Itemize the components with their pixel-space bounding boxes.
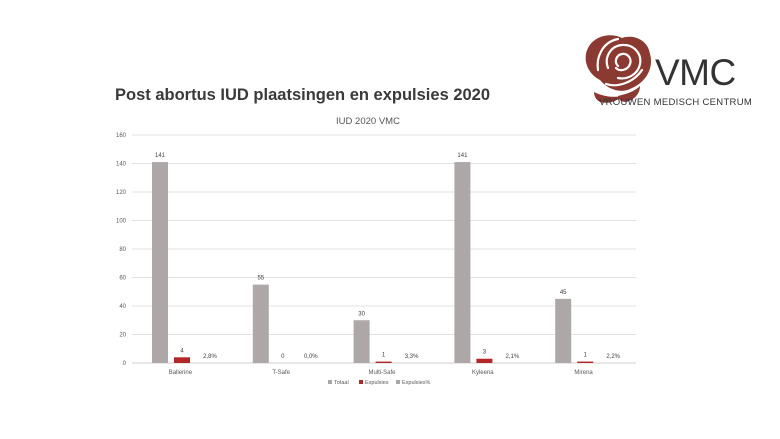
y-tick-label: 0 <box>123 361 127 367</box>
legend-label: Expulsies <box>365 380 389 386</box>
legend-label: Totaal <box>334 380 349 386</box>
bar-totaal-multi-safe <box>353 320 370 363</box>
data-label: 2,8% <box>203 354 217 360</box>
data-label: 3,3% <box>405 354 419 360</box>
chart-title: IUD 2020 VMC <box>336 116 400 127</box>
y-tick-label: 20 <box>119 333 126 339</box>
logo-subtitle: VROUWEN MEDISCH CENTRUM <box>599 97 753 108</box>
data-label: 3 <box>483 350 487 356</box>
legend-swatch <box>328 380 332 384</box>
legend-swatch <box>359 380 363 384</box>
bar-expulsies-multi-safe <box>375 361 392 363</box>
slide-title: Post abortus IUD plaatsingen en expulsie… <box>115 86 491 104</box>
x-tick-label: Kyleena <box>472 370 494 376</box>
bar-totaal-ballerine <box>152 162 168 363</box>
legend-label: Expulsies% <box>402 380 431 386</box>
data-label: 2,2% <box>606 354 620 360</box>
data-label: 45 <box>560 290 567 296</box>
rose-icon <box>585 35 652 103</box>
y-tick-label: 160 <box>116 133 127 139</box>
y-tick-label: 80 <box>119 247 126 253</box>
bar-expulsies-kyleena <box>476 358 493 363</box>
chart-bars <box>152 162 594 363</box>
data-label: 141 <box>457 153 468 159</box>
data-label: 1 <box>584 353 588 359</box>
x-tick-label: Multi-Safe <box>368 370 396 376</box>
bar-expulsies-ballerine <box>174 357 190 363</box>
data-labels: 141 4 2,8% 55 0 0,0% 30 1 3,3% 141 3 2,1% 45 1 2,2% <box>155 153 621 360</box>
bar-totaal-mirena <box>555 298 572 363</box>
data-label: 1 <box>382 353 386 359</box>
data-label: 2,1% <box>506 354 520 360</box>
data-label: 0 <box>281 354 285 360</box>
data-label: 55 <box>257 276 264 282</box>
legend-swatch <box>396 380 400 384</box>
x-axis: Ballerine T-Safe Multi-Safe Kyleena Mirena <box>169 370 594 376</box>
bar-totaal-kyleena <box>454 162 471 363</box>
x-tick-label: Mirena <box>574 370 593 376</box>
y-tick-label: 40 <box>119 304 126 310</box>
data-label: 0,0% <box>304 354 318 360</box>
y-tick-label: 120 <box>116 190 127 196</box>
y-tick-label: 100 <box>116 219 127 225</box>
data-label: 30 <box>358 311 365 317</box>
chart-legend: Totaal Expulsies Expulsies% <box>328 380 431 386</box>
y-tick-label: 60 <box>119 276 126 282</box>
data-label: 141 <box>155 153 166 159</box>
y-tick-label: 140 <box>116 162 127 168</box>
data-label: 4 <box>180 348 184 354</box>
logo-wordmark: VMC <box>655 52 736 93</box>
y-axis: 0 20 40 60 80 100 120 140 160 <box>116 133 127 367</box>
x-tick-label: Ballerine <box>169 370 193 376</box>
x-tick-label: T-Safe <box>272 370 290 376</box>
bar-expulsies-mirena <box>577 361 594 363</box>
bar-totaal-t-safe <box>252 284 269 363</box>
